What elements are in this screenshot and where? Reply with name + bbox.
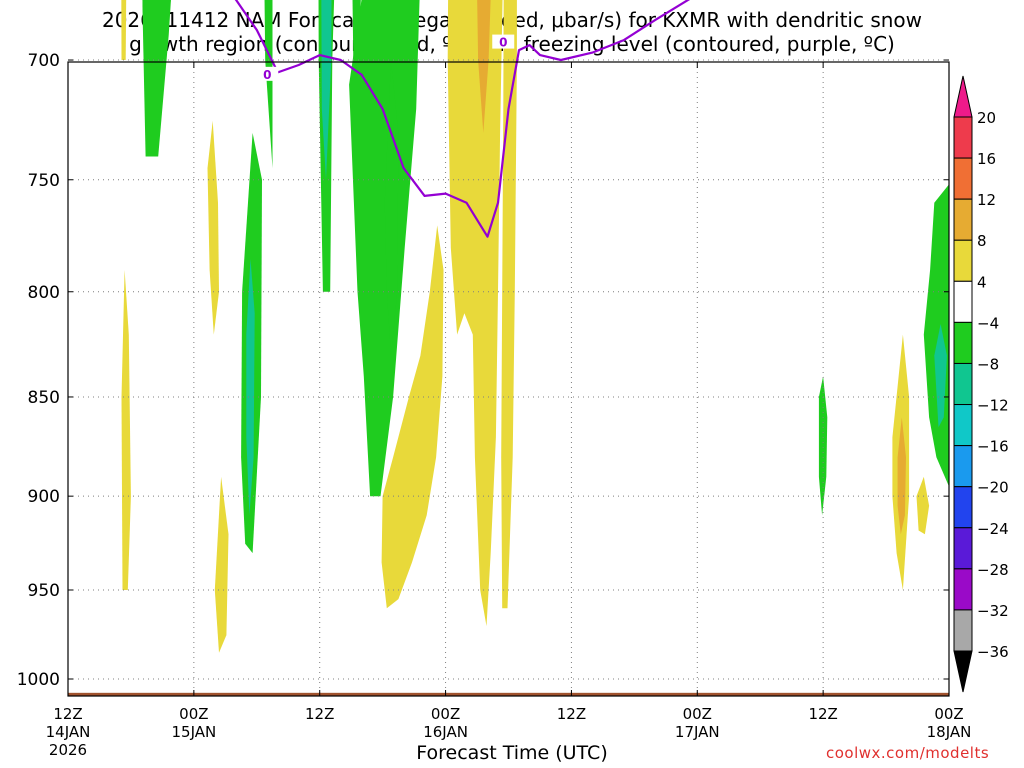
x-tick-label: 00Z: [431, 705, 460, 723]
colorbar-swatch: [953, 280, 973, 323]
x-tick-label: 15JAN: [171, 723, 216, 741]
colorbar-label: −24: [977, 520, 1009, 538]
colorbar-label: 16: [977, 150, 996, 168]
x-tick-label: 12Z: [305, 705, 334, 723]
x-tick-label: 14JAN: [46, 723, 91, 741]
colorbar-swatch: [953, 198, 973, 241]
omega-region: [916, 476, 930, 535]
colorbar-swatch: [953, 404, 973, 447]
contour-label-bg: [256, 66, 279, 81]
x-tick-label: 12Z: [557, 705, 586, 723]
omega-region: [934, 324, 947, 428]
colorbar-label: −32: [977, 602, 1009, 620]
y-tick-label: 850: [28, 388, 60, 408]
colorbar-label: −20: [977, 479, 1009, 497]
colorbar-top-arrow: [953, 75, 973, 118]
omega-region: [321, 0, 332, 180]
contour-label: 0: [499, 36, 507, 50]
omega-region: [381, 225, 444, 609]
y-tick-label: 900: [28, 487, 60, 507]
colorbar-swatch: [953, 609, 973, 652]
colorbar-label: −16: [977, 438, 1009, 456]
y-tick-label: 1000: [17, 670, 60, 690]
plot-frame: [67, 61, 950, 697]
colorbar-swatch: [953, 157, 973, 200]
colorbar-label: 4: [977, 273, 987, 291]
omega-region: [121, 0, 127, 60]
x-tick-label: 00Z: [683, 705, 712, 723]
colorbar-swatch: [953, 321, 973, 364]
colorbar-label: −4: [977, 314, 999, 332]
colorbar-swatch: [953, 445, 973, 488]
omega-region: [897, 417, 906, 535]
colorbar-label: −8: [977, 355, 999, 373]
x-tick-label: 12Z: [53, 705, 82, 723]
y-axis: 2503003504004505005506006507007508008509…: [17, 51, 949, 690]
colorbar-swatch: [953, 362, 973, 406]
x-axis-title: Forecast Time (UTC): [416, 742, 608, 764]
terrain-strip: [68, 692, 949, 696]
colorbar-swatch: [953, 527, 973, 570]
colorbar-swatch: [953, 486, 973, 529]
colorbar-label: 8: [977, 232, 987, 250]
credit-link[interactable]: coolwx.com/modelts: [826, 744, 990, 762]
omega-region: [384, 60, 399, 356]
contour-line: [234, 0, 691, 238]
omega-region: [207, 120, 219, 335]
x-tick-label: 12Z: [808, 705, 837, 723]
y-tick-label: 700: [28, 51, 60, 71]
colorbar-label: −36: [977, 643, 1009, 661]
omega-region: [142, 0, 171, 157]
omega-region: [349, 0, 420, 497]
contour-label: 0: [263, 68, 271, 82]
omega-region: [246, 258, 255, 516]
omega-region: [501, 0, 517, 609]
colorbar-swatch: [953, 116, 973, 159]
freezing-contour-0: 000: [234, 0, 691, 238]
omega-region: [818, 376, 828, 516]
omega-region: [477, 0, 491, 133]
x-tick-label: 16JAN: [423, 723, 468, 741]
colorbar-label: −12: [977, 397, 1009, 415]
omega-region: [923, 184, 949, 487]
omega-region: [447, 0, 503, 627]
omega-region: [214, 476, 229, 653]
y-tick-label: 800: [28, 283, 60, 303]
omega-region: [264, 0, 273, 169]
colorbar-bottom-arrow: [953, 650, 973, 693]
y-tick-label: 950: [28, 581, 60, 601]
colorbar-label: −28: [977, 561, 1009, 579]
contour-label-bg: [492, 34, 515, 49]
colorbar: 20 16 12 8 4 −4 −8 −12 −16 −20 −24 −28 −32 −36: [953, 75, 1009, 693]
x-tick-label: 2026: [49, 741, 87, 759]
grid: [67, 59, 950, 696]
y-tick-label: 750: [28, 171, 60, 191]
omega-region: [121, 269, 131, 590]
colorbar-label: 12: [977, 191, 996, 209]
omega-shading: [121, 0, 949, 653]
colorbar-swatch: [953, 239, 973, 282]
x-tick-label: 00Z: [934, 705, 963, 723]
x-tick-label: 17JAN: [675, 723, 720, 741]
x-tick-label: 18JAN: [927, 723, 972, 741]
colorbar-label: 20: [977, 109, 996, 127]
x-tick-label: 00Z: [179, 705, 208, 723]
colorbar-swatch: [953, 568, 973, 611]
